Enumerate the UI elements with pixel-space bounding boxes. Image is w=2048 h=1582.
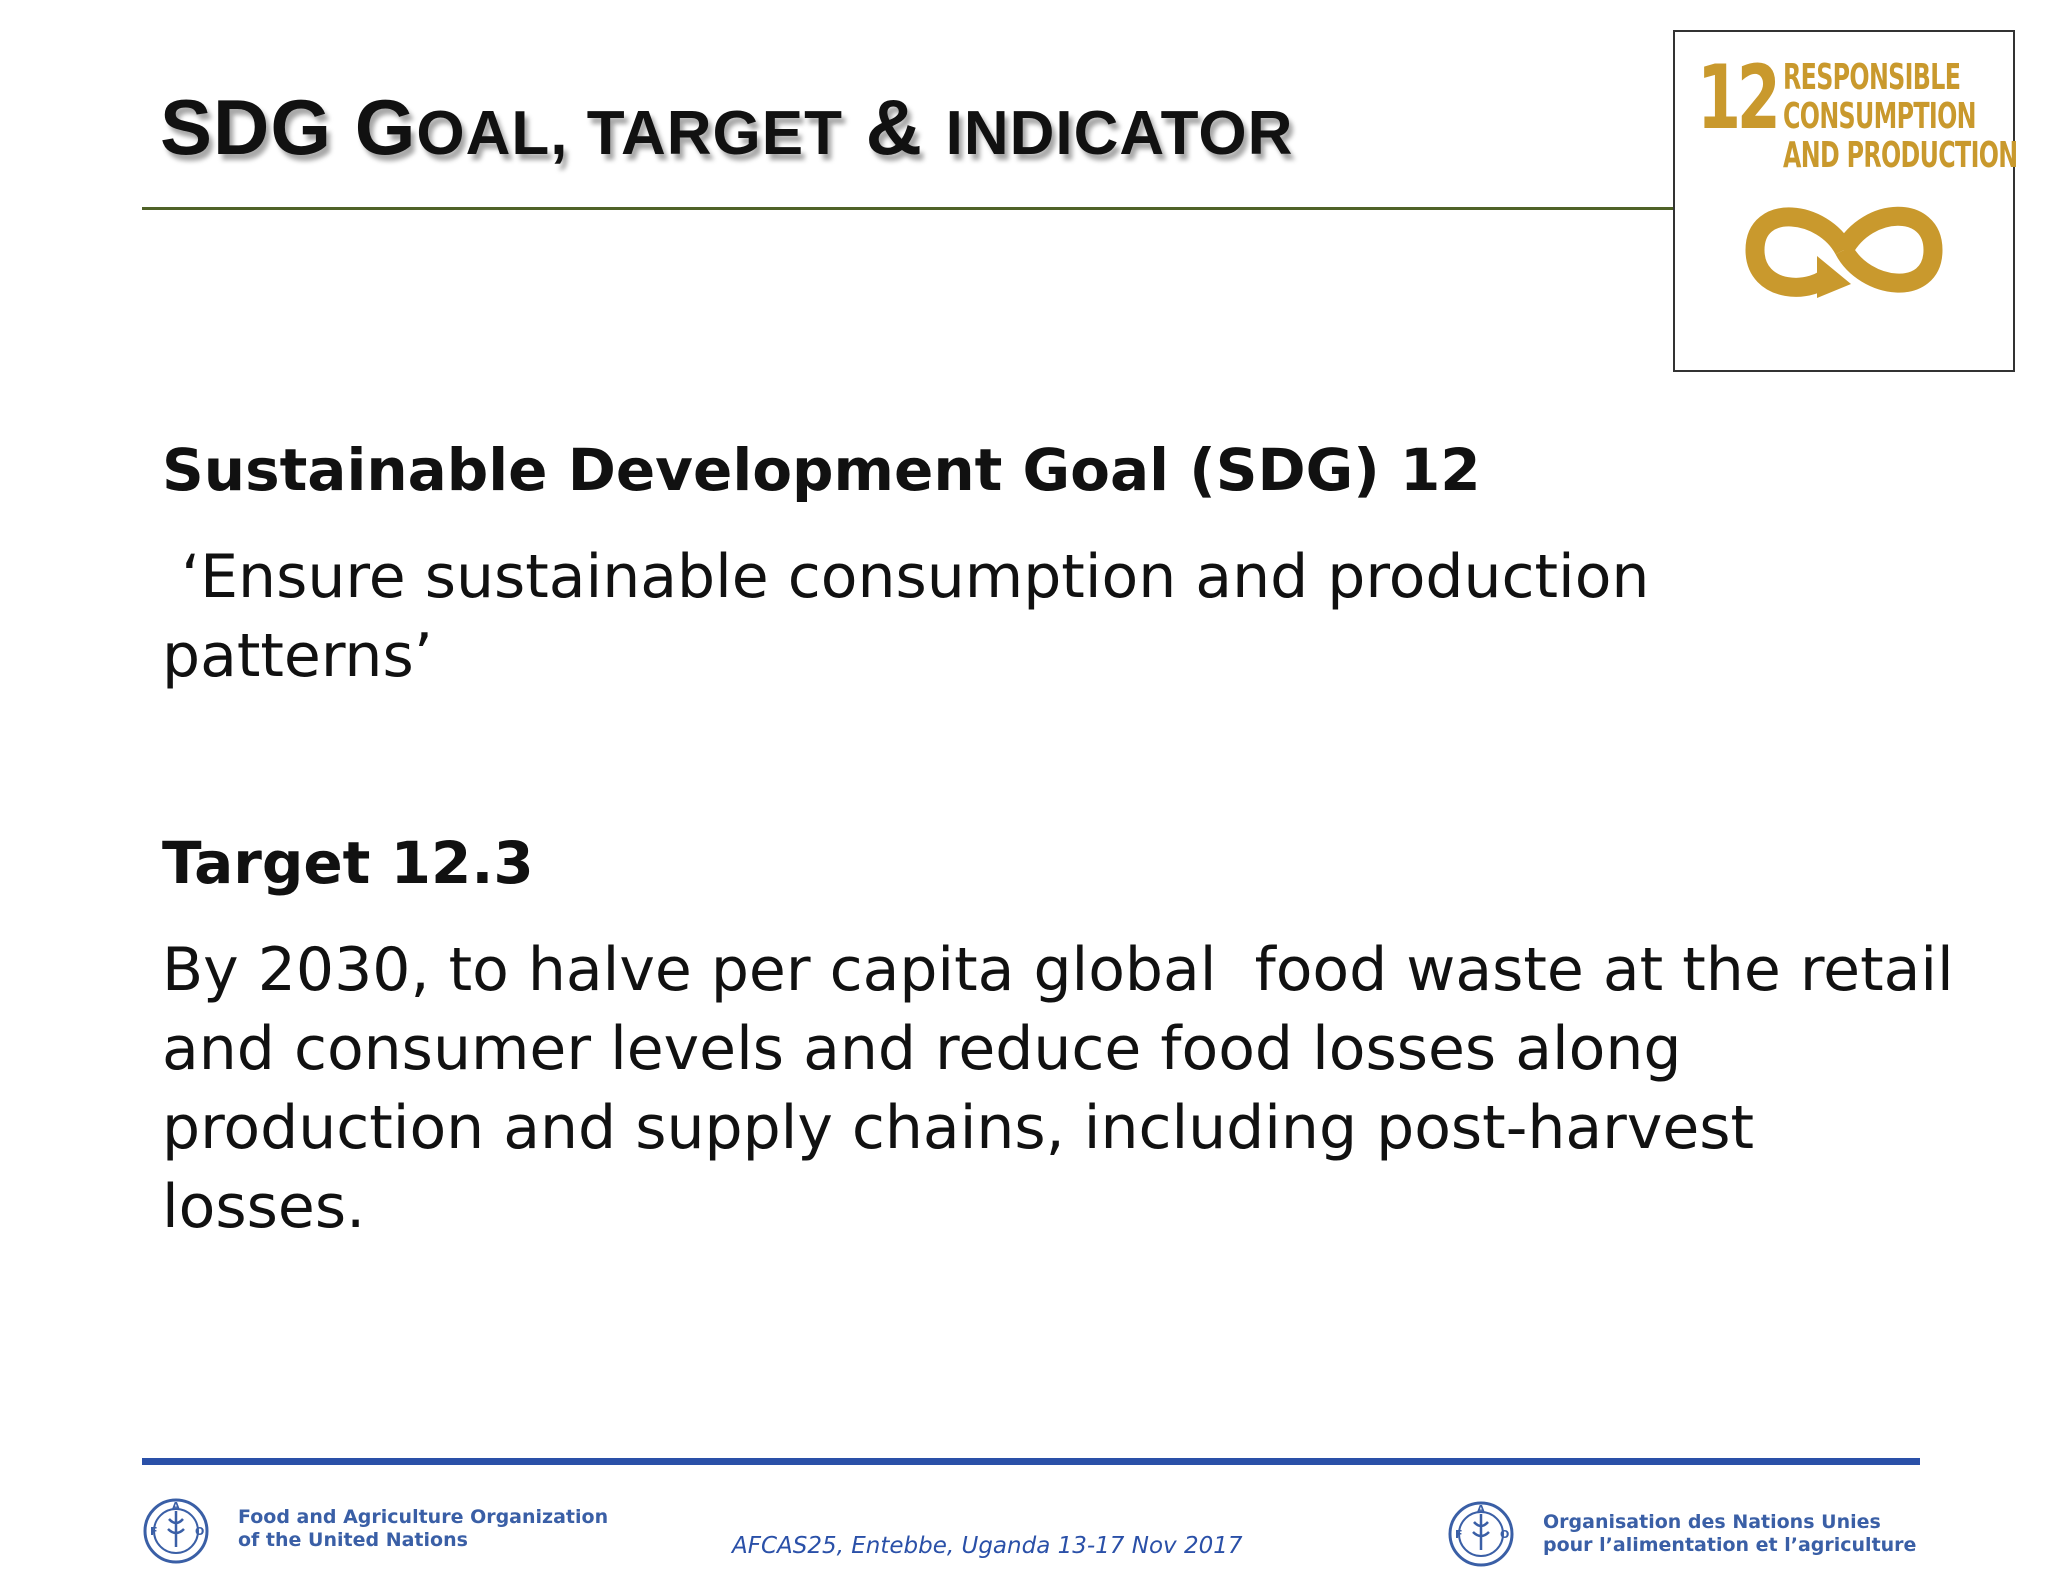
footer-divider [142, 1458, 1920, 1465]
svg-text:A: A [1477, 1504, 1485, 1515]
fao-emblem-icon: F O A [1448, 1501, 1514, 1567]
svg-text:F: F [1455, 1528, 1463, 1541]
goal-heading: Sustainable Development Goal (SDG) 12 [162, 436, 1481, 504]
svg-text:A: A [172, 1501, 180, 1512]
target-line-1: By 2030, to halve per capita global food… [162, 935, 1954, 1005]
target-line-2: and consumer levels and reduce food loss… [162, 1014, 1682, 1084]
svg-text:O: O [195, 1525, 204, 1538]
fao-name-english-line-1: Food and Agriculture Organization [238, 1506, 609, 1528]
title-part-ampersand: & [842, 83, 946, 171]
fao-name-french: Organisation des Nations Unies pour l’al… [1543, 1511, 1916, 1557]
goal-description: ‘Ensure sustainable consumption and prod… [162, 538, 1649, 696]
fao-name-english-line-2: of the United Nations [238, 1529, 468, 1551]
target-description: By 2030, to halve per capita global food… [162, 931, 1954, 1247]
page-title: SDG GOAL, TARGET & INDICATOR [160, 88, 1293, 166]
sdg-label-line-1: RESPONSIBLE [1783, 57, 1961, 98]
target-line-4: losses. [162, 1172, 366, 1242]
sdg-label-line-2: CONSUMPTION [1783, 96, 1977, 137]
fao-name-french-line-2: pour l’alimentation et l’agriculture [1543, 1534, 1917, 1556]
goal-description-line-2: patterns’ [162, 621, 433, 691]
fao-name-french-line-1: Organisation des Nations Unies [1543, 1511, 1881, 1533]
sdg-goal-label: RESPONSIBLE CONSUMPTION AND PRODUCTION [1783, 57, 2018, 176]
fao-emblem-icon: F O A [143, 1498, 209, 1564]
title-part-goal-target: OAL, TARGET [416, 99, 843, 168]
target-line-3: production and supply chains, including … [162, 1093, 1755, 1163]
sdg-goal-number: 12 [1697, 46, 1781, 149]
title-part-sdg-g: SDG G [160, 83, 417, 171]
title-divider [142, 207, 1674, 210]
infinity-arrow-icon [1745, 206, 1943, 298]
svg-text:O: O [1500, 1528, 1509, 1541]
title-part-indicator: INDICATOR [945, 99, 1294, 168]
svg-text:F: F [150, 1525, 158, 1538]
event-caption: AFCAS25, Entebbe, Uganda 13-17 Nov 2017 [732, 1533, 1243, 1559]
goal-description-line-1: ‘Ensure sustainable consumption and prod… [162, 542, 1650, 612]
sdg-label-line-3: AND PRODUCTION [1783, 135, 2018, 176]
fao-name-english: Food and Agriculture Organization of the… [238, 1506, 608, 1552]
target-heading: Target 12.3 [162, 829, 534, 897]
sdg-12-logo: 12 RESPONSIBLE CONSUMPTION AND PRODUCTIO… [1673, 30, 2018, 372]
